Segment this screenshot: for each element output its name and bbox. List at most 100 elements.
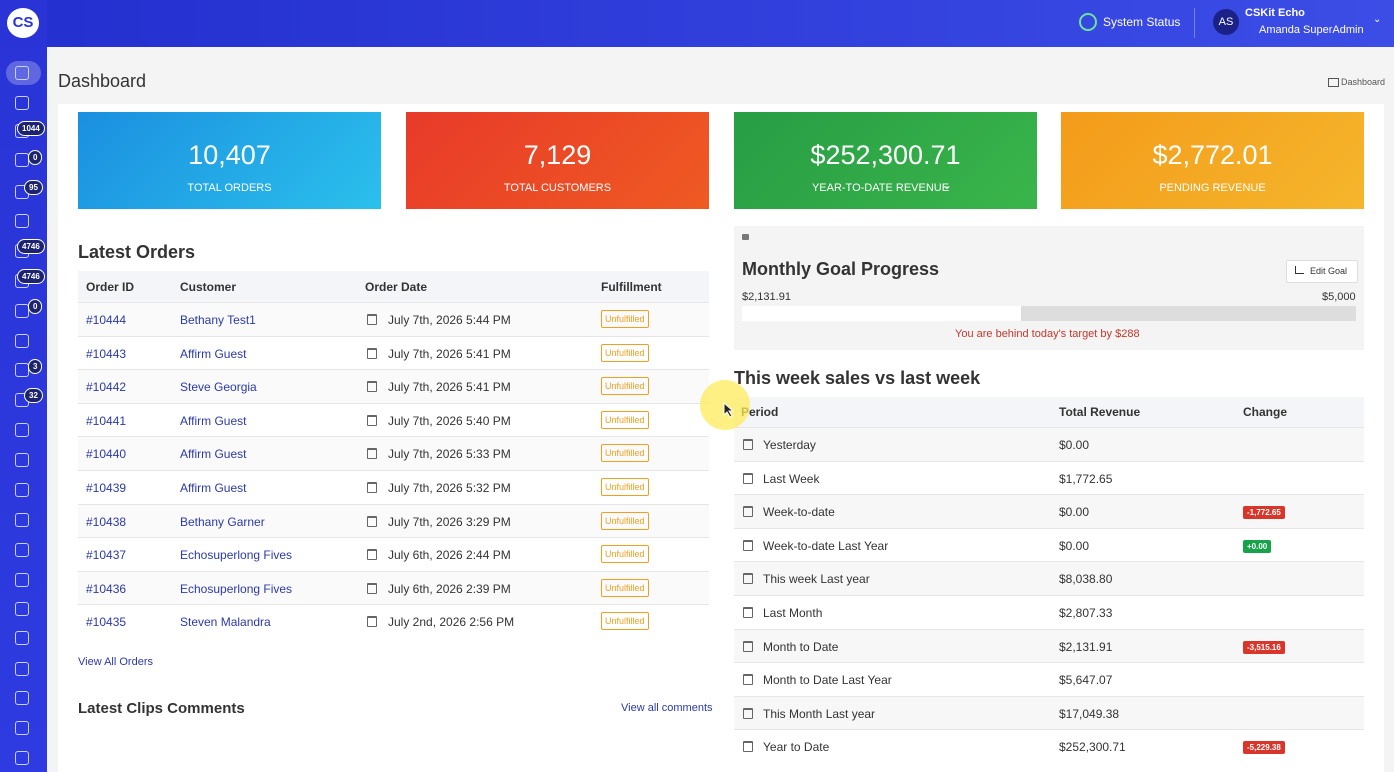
goal-message: You are behind today's target by $288 <box>955 328 1140 340</box>
order-date: July 2nd, 2026 2:56 PM <box>388 615 515 630</box>
table-row <box>78 470 709 505</box>
nav-icon[interactable] <box>15 662 29 676</box>
system-status[interactable]: System Status <box>1103 15 1181 29</box>
period: Last Week <box>763 471 820 486</box>
nav-icon[interactable] <box>15 631 29 645</box>
nav-badge: 3 <box>28 359 43 374</box>
calendar-icon <box>367 515 377 527</box>
nav-icon[interactable] <box>15 543 29 557</box>
stat-card: $2,772.01 PENDING REVENUE <box>1061 112 1364 209</box>
lock-icon <box>742 234 749 240</box>
calendar-icon <box>743 640 753 652</box>
calendar-icon <box>367 549 377 561</box>
nav-icon[interactable] <box>15 513 29 527</box>
column-header: Change <box>1243 405 1288 419</box>
order-date: July 7th, 2026 5:44 PM <box>388 313 511 327</box>
nav-icon[interactable] <box>15 153 29 167</box>
column-header: Total Revenue <box>1059 405 1141 419</box>
order-date: July 7th, 2026 5:41 PM <box>388 346 511 361</box>
period: Last Month <box>763 606 823 620</box>
nav-badge: 0 <box>28 150 43 165</box>
table-row <box>734 595 1364 630</box>
avatar[interactable]: AS <box>1213 9 1239 35</box>
topbar: System Status AS CSKit Echo Amanda Super… <box>47 0 1394 47</box>
nav-icon[interactable] <box>15 721 29 735</box>
nav-icon[interactable] <box>15 66 29 80</box>
order-id[interactable]: #10438 <box>86 514 127 529</box>
order-id[interactable]: #10442 <box>86 380 127 395</box>
sidebar: CS 1044 0 95 4746 4746 0 3 32 <box>0 0 47 772</box>
order-id[interactable]: #10441 <box>86 413 127 428</box>
view-all-comments[interactable]: View all comments <box>621 702 713 714</box>
chart-icon <box>1295 266 1304 274</box>
calendar-icon <box>743 573 753 585</box>
customer[interactable]: Bethany Test1 <box>180 313 256 327</box>
calendar-icon <box>743 741 753 753</box>
calendar-icon <box>367 414 377 426</box>
nav-icon[interactable] <box>15 363 29 377</box>
goal-current: $2,131.91 <box>742 291 791 303</box>
fulfillment-badge: Unfulfilled <box>601 545 649 564</box>
user-name[interactable]: Amanda SuperAdmin <box>1259 24 1364 36</box>
customer[interactable]: Steve Georgia <box>180 380 257 395</box>
nav-icon[interactable] <box>15 304 29 318</box>
order-id[interactable]: #10443 <box>86 346 127 361</box>
fulfillment-badge: Unfulfilled <box>601 310 649 328</box>
column-header: Order Date <box>365 280 428 294</box>
revenue: $1,772.65 <box>1059 471 1113 486</box>
customer[interactable]: Bethany Garner <box>180 514 265 529</box>
nav-icon[interactable] <box>15 751 29 765</box>
customer[interactable]: Echosuperlong Fives <box>180 581 293 596</box>
calendar-icon <box>367 482 377 493</box>
edit-goal-button[interactable] <box>1286 260 1358 283</box>
nav-icon[interactable] <box>15 96 29 110</box>
active-nav[interactable] <box>6 61 41 85</box>
customer[interactable]: Affirm Guest <box>180 481 247 495</box>
nav-icon[interactable] <box>15 423 29 437</box>
nav-icon[interactable] <box>15 214 29 228</box>
customer[interactable]: Affirm Guest <box>180 346 247 361</box>
order-id[interactable]: #10436 <box>86 581 127 596</box>
edit-goal-label[interactable]: Edit Goal <box>1310 266 1348 276</box>
calendar-icon <box>367 616 377 628</box>
calendar-icon <box>367 314 377 325</box>
customer[interactable]: Affirm Guest <box>180 447 247 462</box>
order-id[interactable]: #10439 <box>86 481 127 495</box>
dropdown-chevron[interactable]: ⌄ <box>942 178 953 192</box>
nav-badge: 95 <box>24 180 43 195</box>
order-id[interactable]: #10435 <box>86 615 127 630</box>
period: Month to Date Last Year <box>763 673 892 688</box>
column-header: Fulfillment <box>601 280 662 294</box>
change-badge: -3,515.16 <box>1243 640 1285 654</box>
account-name[interactable]: CSKit Echo <box>1245 7 1305 19</box>
order-id[interactable]: #10440 <box>86 447 127 462</box>
calendar-icon <box>743 506 753 518</box>
revenue: $0.00 <box>1059 438 1090 452</box>
nav-icon[interactable] <box>15 334 29 348</box>
customer[interactable]: Echosuperlong Fives <box>180 548 293 563</box>
revenue: $2,807.33 <box>1059 606 1113 620</box>
customer[interactable]: Steven Malandra <box>180 615 271 630</box>
order-date: July 6th, 2026 2:44 PM <box>388 548 511 563</box>
table-row <box>78 537 709 572</box>
customer[interactable]: Affirm Guest <box>180 413 247 428</box>
order-id[interactable]: #10437 <box>86 548 127 563</box>
nav-icon[interactable] <box>15 691 29 705</box>
nav-icon[interactable] <box>15 602 29 616</box>
table-row <box>78 302 709 337</box>
order-id[interactable]: #10444 <box>86 313 127 327</box>
nav-icon[interactable] <box>15 483 29 497</box>
chevron[interactable]: ⌄ <box>1373 14 1382 25</box>
revenue: $0.00 <box>1059 538 1090 553</box>
revenue: $5,647.07 <box>1059 673 1113 688</box>
view-all-orders[interactable]: View All Orders <box>78 656 153 668</box>
breadcrumb[interactable]: Dashboard <box>1341 77 1386 87</box>
nav-badge: 1044 <box>17 121 45 136</box>
logo[interactable]: CS <box>7 8 39 38</box>
fulfillment-badge: Unfulfilled <box>601 377 649 396</box>
nav-icon[interactable] <box>15 573 29 587</box>
nav-icon[interactable] <box>15 453 29 467</box>
fulfillment-badge: Unfulfilled <box>601 478 649 496</box>
order-date: July 6th, 2026 2:39 PM <box>388 581 511 596</box>
